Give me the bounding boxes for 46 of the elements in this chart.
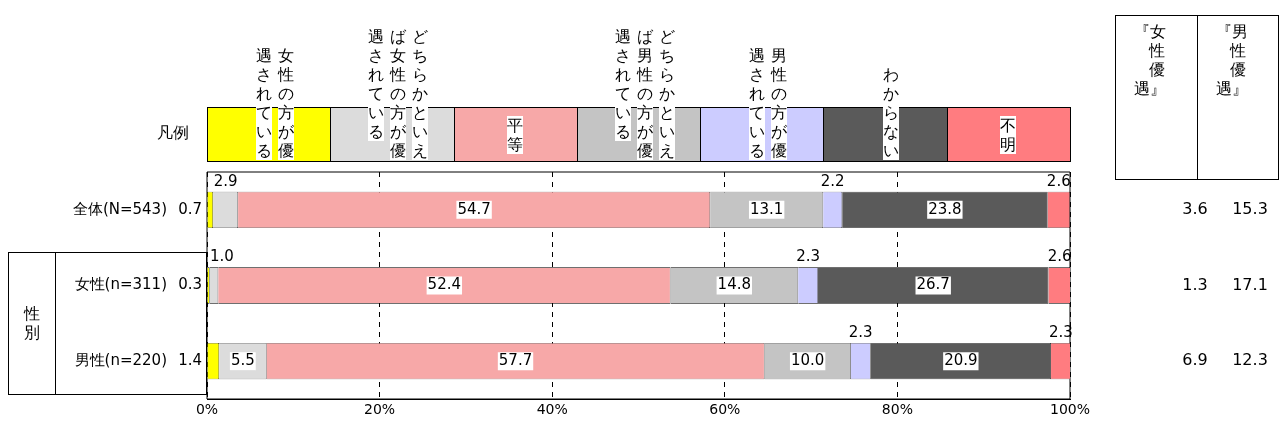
data-label: 13.1 bbox=[749, 199, 784, 218]
text: 17.1 bbox=[1232, 274, 1268, 294]
y-tick-label: 全体(N=543) bbox=[72, 199, 167, 218]
text: どちらかといえば男性の方が優遇されている bbox=[614, 27, 675, 160]
data-label: 54.7 bbox=[457, 199, 491, 218]
x-tick-label: 80% bbox=[881, 401, 913, 418]
data-label: 52.4 bbox=[427, 275, 462, 294]
text: 性別 bbox=[24, 304, 40, 343]
text: 平等 bbox=[507, 115, 524, 154]
x-tick-label: 40% bbox=[536, 401, 568, 418]
data-label: 2.6 bbox=[1047, 247, 1072, 266]
text: 1.3 bbox=[1182, 274, 1208, 294]
data-label: 2.3 bbox=[796, 247, 821, 266]
text: 『男性優遇』 bbox=[1215, 22, 1248, 98]
text: 12.3 bbox=[1232, 350, 1268, 370]
data-label: 10.0 bbox=[790, 351, 825, 370]
data-label: 0.3 bbox=[178, 275, 202, 294]
text: 6.9 bbox=[1182, 350, 1208, 370]
y-tick-label: 男性(n=220) bbox=[74, 351, 167, 370]
x-tick-label: 0% bbox=[195, 401, 219, 418]
data-label: 2.3 bbox=[848, 322, 873, 341]
text: 不明 bbox=[1000, 115, 1017, 154]
text: 15.3 bbox=[1232, 198, 1268, 218]
data-label: 1.4 bbox=[178, 351, 202, 370]
data-label: 57.7 bbox=[498, 351, 533, 370]
text: 男性の方が優遇されている bbox=[748, 46, 787, 160]
x-tick-label: 100% bbox=[1049, 401, 1091, 418]
text: 女性の方が優遇されている bbox=[255, 46, 294, 160]
data-label: 5.5 bbox=[230, 351, 255, 370]
x-tick-label: 20% bbox=[364, 401, 396, 418]
legend-title: 凡例 bbox=[157, 123, 189, 143]
text: 『女性優遇』 bbox=[1134, 22, 1166, 98]
data-label: 2.2 bbox=[820, 171, 845, 190]
data-label: 14.8 bbox=[717, 275, 751, 294]
data-label: 20.9 bbox=[944, 351, 978, 370]
data-label: 1.0 bbox=[210, 247, 234, 266]
data-label: 26.7 bbox=[916, 275, 950, 294]
text: どちらかといえば女性の方が優遇されている bbox=[368, 27, 429, 160]
text: 3.6 bbox=[1182, 198, 1208, 218]
data-label: 23.8 bbox=[928, 199, 962, 218]
data-label: 2.9 bbox=[213, 171, 238, 190]
text: わからない bbox=[883, 65, 900, 160]
x-tick-label: 60% bbox=[709, 401, 741, 418]
data-label: 2.6 bbox=[1046, 171, 1071, 190]
data-label: 0.7 bbox=[178, 199, 202, 218]
y-tick-label: 女性(n=311) bbox=[74, 275, 167, 294]
